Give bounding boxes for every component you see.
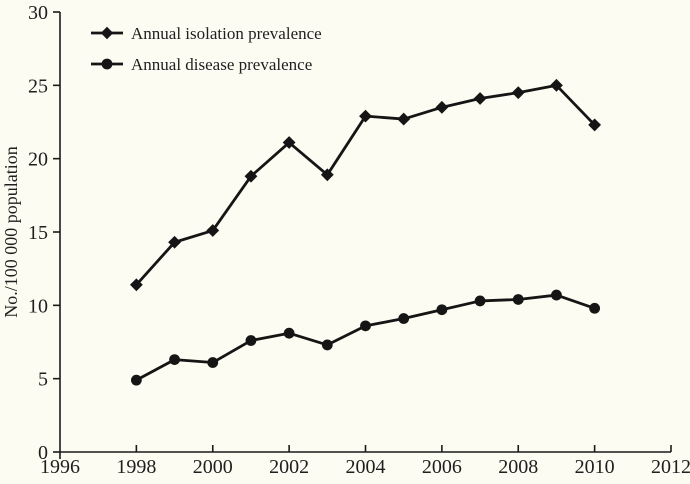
data-point-diamond-2003 xyxy=(320,168,334,182)
x-tick-label: 2012 xyxy=(651,456,690,478)
data-point-circle-2001 xyxy=(245,335,257,346)
data-point-diamond-2005 xyxy=(397,112,411,126)
x-tick-label: 2000 xyxy=(193,456,233,478)
data-point-circle-2008 xyxy=(512,294,524,305)
x-tick-label: 2008 xyxy=(498,456,538,478)
x-tick-label: 2002 xyxy=(269,456,309,478)
y-tick-label: 25 xyxy=(28,75,48,97)
diamond-icon xyxy=(100,26,114,40)
data-point-circle-2006 xyxy=(436,304,448,316)
legend: Annual isolation prevalence Annual disea… xyxy=(91,24,322,74)
data-point-diamond-2007 xyxy=(473,92,487,105)
data-point-diamond-2010 xyxy=(588,118,602,132)
data-point-circle-2007 xyxy=(474,295,486,307)
y-tick-label: 0 xyxy=(38,442,48,464)
plot-series xyxy=(129,78,602,386)
data-point-diamond-1998 xyxy=(129,278,143,292)
data-point-circle-1998 xyxy=(130,374,142,386)
data-point-circle-2005 xyxy=(398,313,410,324)
legend-label-isolation: Annual isolation prevalence xyxy=(131,24,322,43)
circle-icon xyxy=(101,58,113,70)
x-tick-label: 2006 xyxy=(422,456,462,478)
y-tick-label: 20 xyxy=(28,149,48,171)
data-point-diamond-2000 xyxy=(206,224,220,237)
data-point-diamond-2009 xyxy=(550,78,563,92)
y-tick-label: 30 xyxy=(28,2,48,24)
data-point-diamond-2004 xyxy=(359,109,372,123)
y-tick-label: 5 xyxy=(38,369,48,391)
data-point-diamond-2001 xyxy=(244,169,258,183)
data-point-circle-2009 xyxy=(551,289,562,301)
legend-label-disease: Annual disease prevalence xyxy=(131,55,312,74)
data-point-circle-2003 xyxy=(321,339,333,351)
x-tick-label: 2010 xyxy=(575,456,615,478)
data-point-diamond-2006 xyxy=(435,100,449,114)
y-tick-label: 10 xyxy=(28,295,48,317)
data-point-circle-2010 xyxy=(589,302,601,314)
data-point-circle-2002 xyxy=(283,327,295,339)
series-line-annual-disease-prevalence xyxy=(134,293,597,382)
data-point-diamond-2008 xyxy=(511,86,525,100)
x-tick-label: 1998 xyxy=(116,456,156,478)
data-point-diamond-2002 xyxy=(282,136,296,149)
legend-item-isolation: Annual isolation prevalence xyxy=(91,24,322,43)
plot-axes: 1996 1998 2000 2002 2004 2006 2008 2010 2012 0 5 10… xyxy=(28,2,690,478)
data-point-circle-2000 xyxy=(207,357,219,368)
x-tick-label: 1996 xyxy=(40,456,80,478)
data-point-circle-1999 xyxy=(169,354,180,365)
data-point-diamond-1999 xyxy=(168,235,181,249)
y-axis-title: No./100 000 population xyxy=(1,146,21,318)
y-tick-label: 15 xyxy=(28,222,48,244)
data-point-circle-2004 xyxy=(360,320,371,332)
x-tick-label: 2004 xyxy=(346,456,386,478)
legend-item-disease: Annual disease prevalence xyxy=(91,55,312,74)
